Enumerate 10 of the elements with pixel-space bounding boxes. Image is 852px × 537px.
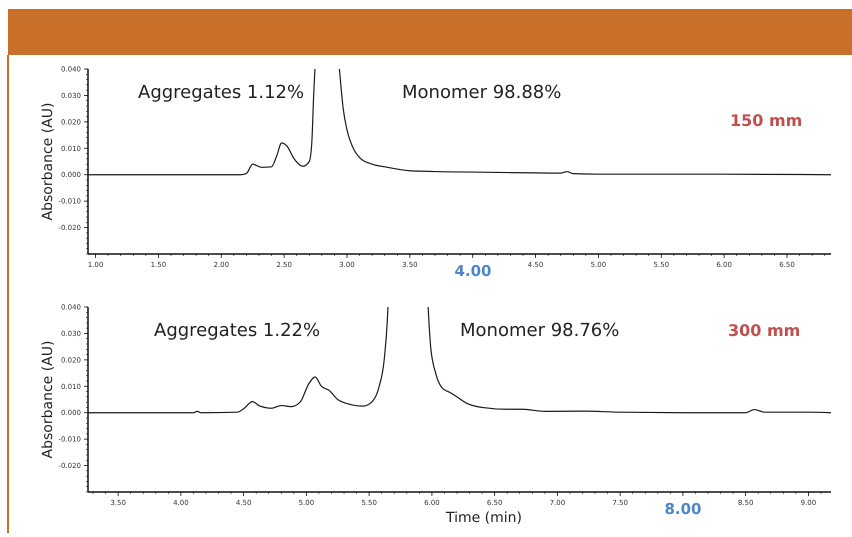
annotation: 150 mm xyxy=(730,111,802,130)
annotation: Aggregates 1.12% xyxy=(138,82,304,103)
y-axis-title: Absorbance (AU) xyxy=(40,340,56,458)
annotation: Aggregates 1.22% xyxy=(154,320,320,341)
annotation: Monomer 98.76% xyxy=(460,320,620,341)
y-axis-title: Absorbance (AU) xyxy=(40,102,56,220)
text: 8.00 xyxy=(664,500,702,518)
annotation: Monomer 98.88% xyxy=(402,82,562,103)
annotation: 300 mm xyxy=(728,321,800,340)
x-axis-title: Time (min) xyxy=(444,510,522,526)
